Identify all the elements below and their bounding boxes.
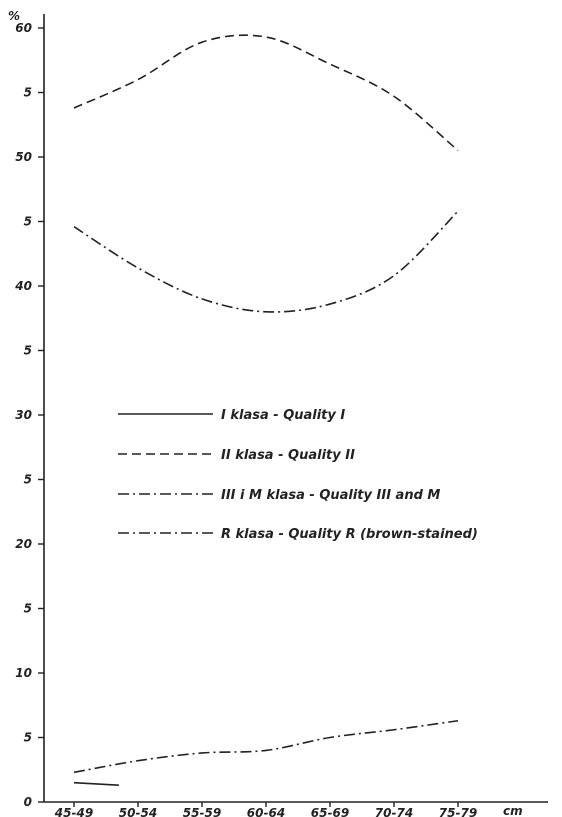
x-ticks: 45-49 50-54 55-59 60-64 65-69 70-74 75-79: [54, 802, 477, 817]
y-unit-label: %: [8, 9, 20, 23]
y-tick-label: 5: [24, 215, 32, 229]
x-tick-label: 45-49: [54, 806, 93, 817]
axes: % cm: [8, 9, 548, 817]
y-tick-label: 5: [24, 602, 32, 616]
y-tick-label: 60: [15, 21, 32, 35]
y-tick-label: 30: [15, 408, 32, 422]
y-tick-label: 5: [24, 731, 32, 745]
y-tick-label: 50: [15, 150, 32, 164]
x-tick-label: 70-74: [375, 806, 413, 817]
series-line-3: [73, 210, 459, 313]
legend: I klasa - Quality I II klasa - Quality II…: [118, 408, 478, 542]
y-tick-label: 10: [15, 666, 32, 680]
x-tick-label: 55-59: [183, 806, 221, 817]
series-line-4: [73, 719, 459, 774]
y-tick-label: 5: [24, 86, 32, 100]
legend-label-4: R klasa - Quality R (brown-stained): [221, 527, 478, 542]
y-ticks: 0 5 10 5 20 5 30 5 40 5 50 5 60: [14, 21, 44, 809]
x-tick-label: 75-79: [439, 806, 477, 817]
x-tick-label: 65-69: [311, 806, 349, 817]
legend-label-1: I klasa - Quality I: [221, 408, 345, 423]
series-line-1: [73, 781, 119, 787]
x-tick-label: 60-64: [247, 806, 285, 817]
series-layer: [73, 34, 459, 787]
y-tick-label: 20: [15, 537, 32, 551]
y-tick-label: 40: [14, 279, 32, 293]
x-unit-label: cm: [503, 804, 523, 817]
y-tick-label: 5: [24, 344, 32, 358]
legend-label-3: III i M klasa - Quality III and M: [221, 488, 440, 503]
y-tick-label: 0: [24, 795, 32, 809]
legend-label-2: II klasa - Quality II: [221, 448, 355, 463]
x-tick-label: 50-54: [119, 806, 157, 817]
y-tick-label: 5: [24, 473, 32, 487]
series-line-2: [73, 34, 459, 152]
